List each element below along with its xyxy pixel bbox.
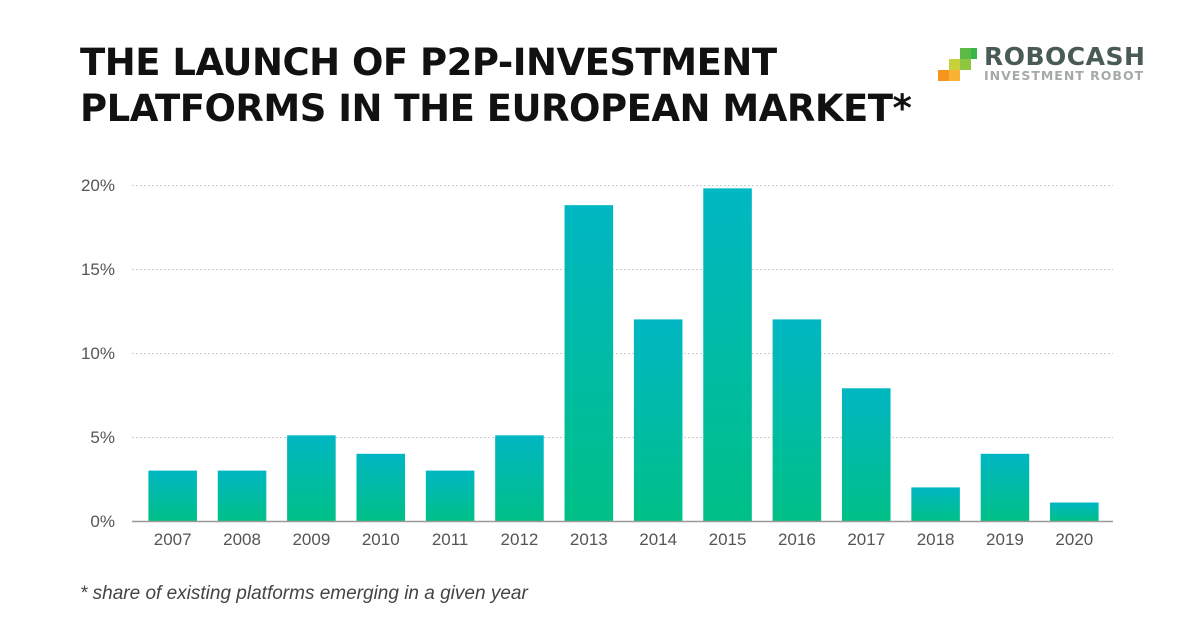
bar-2017 [841, 388, 891, 521]
bar-2012 [495, 435, 544, 521]
bar-2010 [356, 453, 406, 521]
footnote: * share of existing platforms emerging i… [80, 583, 528, 604]
y-tick-label: 0% [90, 512, 115, 531]
logo-square [960, 48, 971, 59]
bar-2009 [287, 435, 336, 521]
logo-square [938, 70, 949, 81]
bar-2013 [564, 205, 614, 521]
x-tick-label: 2012 [501, 530, 539, 549]
bar-2007 [148, 470, 197, 521]
x-tick-label: 2007 [154, 530, 192, 549]
bar-2008 [217, 470, 267, 521]
x-tick-label: 2009 [292, 530, 330, 549]
grid-lines [132, 185, 1113, 438]
bar-2011 [425, 470, 475, 521]
y-tick-label: 10% [81, 344, 115, 363]
x-tick-label: 2013 [570, 530, 608, 549]
logo-square [960, 59, 971, 70]
bar-2019 [980, 453, 1030, 521]
x-tick-label: 2019 [986, 530, 1024, 549]
y-tick-label: 20% [81, 176, 115, 195]
logo-name: ROBOCASH [984, 42, 1146, 71]
bar-2015 [703, 188, 752, 522]
y-tick-label: 15% [81, 260, 115, 279]
y-axis-ticks: 0% 5% 10% 15% 20% [81, 176, 115, 531]
x-tick-label: 2017 [847, 530, 885, 549]
x-tick-label: 2015 [709, 530, 747, 549]
logo-square [971, 48, 977, 59]
chart-title-line-1: THE LAUNCH OF P2P-INVESTMENT [80, 41, 777, 84]
x-tick-label: 2014 [639, 530, 677, 549]
y-tick-label: 5% [90, 428, 115, 447]
bar-2018 [911, 487, 960, 521]
bar-2016 [772, 319, 822, 521]
x-tick-label: 2016 [778, 530, 816, 549]
x-tick-label: 2018 [917, 530, 955, 549]
chart-title: THE LAUNCH OF P2P-INVESTMENT PLATFORMS I… [80, 40, 912, 132]
x-tick-label: 2010 [362, 530, 400, 549]
logo-tagline: INVESTMENT ROBOT [984, 68, 1145, 83]
logo-square [949, 70, 960, 81]
x-axis-ticks: 2007 2008 2009 2010 2011 2012 2013 2014 2015 2016… [154, 530, 1093, 549]
x-tick-label: 2011 [432, 530, 469, 549]
bar-2020 [1050, 502, 1099, 521]
bar-2014 [633, 319, 683, 521]
bars [148, 188, 1099, 522]
x-tick-label: 2020 [1055, 530, 1093, 549]
x-tick-label: 2008 [223, 530, 261, 549]
chart-title-line-2: PLATFORMS IN THE EUROPEAN MARKET* [80, 87, 912, 130]
robocash-logo: ROBOCASH INVESTMENT ROBOT [938, 42, 1153, 84]
robocash-logo-icon [938, 48, 977, 81]
logo-square [949, 59, 960, 70]
